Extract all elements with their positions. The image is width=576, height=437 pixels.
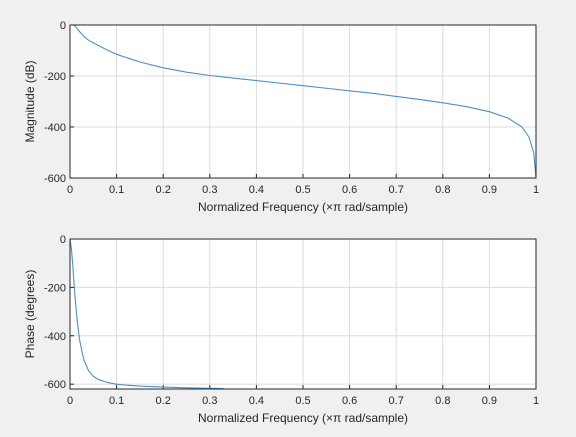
magnitude-x-tick-label: 0.5 <box>295 184 310 196</box>
magnitude-x-tick-label: 0.4 <box>249 184 264 196</box>
phase-x-tick-label: 0.8 <box>435 395 450 407</box>
magnitude-x-tick-label: 0.6 <box>342 184 357 196</box>
magnitude-plot: 0 0.1 0.2 0.3 0.4 0.5 0.6 0.7 0.8 0.9 1 0 -200 -400 -6… <box>23 20 539 214</box>
magnitude-y-tick-label: -200 <box>44 71 66 83</box>
phase-x-tick-label: 0.4 <box>249 395 264 407</box>
magnitude-response-line <box>70 24 537 179</box>
magnitude-x-axis-label: Normalized Frequency (×π rad/sample) <box>198 200 408 214</box>
phase-y-tick-label: -200 <box>44 282 66 294</box>
phase-x-tick-label: 0.6 <box>342 395 357 407</box>
phase-x-axis-label: Normalized Frequency (×π rad/sample) <box>198 411 408 425</box>
magnitude-x-tick-label: 1 <box>533 184 539 196</box>
phase-y-tick-label: -600 <box>44 379 66 391</box>
phase-x-tick-label: 0.7 <box>389 395 404 407</box>
magnitude-y-tick-label: -400 <box>44 122 66 134</box>
phase-x-tick-label: 0.1 <box>109 395 124 407</box>
magnitude-x-tick-label: 0.2 <box>156 184 171 196</box>
magnitude-y-tick-label: 0 <box>60 20 66 32</box>
phase-x-tick-label: 0.9 <box>482 395 497 407</box>
magnitude-y-tick-label: -600 <box>44 173 66 185</box>
phase-y-tick-label: -400 <box>44 331 66 343</box>
phase-x-tick-label: 0.3 <box>202 395 217 407</box>
magnitude-x-tick-label: 0 <box>67 184 73 196</box>
phase-response-line <box>69 238 224 390</box>
magnitude-x-tick-label: 0.1 <box>109 184 124 196</box>
phase-axes-frame <box>69 238 537 390</box>
phase-y-tick-label: 0 <box>60 234 66 246</box>
phase-y-axis-label: Phase (degrees) <box>23 270 37 359</box>
phase-plot: 0 0.1 0.2 0.3 0.4 0.5 0.6 0.7 0.8 0.9 1 0 -200 -400 -6… <box>23 234 539 425</box>
phase-x-tick-label: 1 <box>533 395 539 407</box>
magnitude-x-tick-label: 0.3 <box>202 184 217 196</box>
magnitude-x-tick-label: 0.7 <box>389 184 404 196</box>
phase-x-tick-label: 0.5 <box>295 395 310 407</box>
magnitude-x-tick-label: 0.8 <box>435 184 450 196</box>
phase-x-tick-label: 0.2 <box>156 395 171 407</box>
magnitude-x-tick-label: 0.9 <box>482 184 497 196</box>
magnitude-y-axis-label: Magnitude (dB) <box>23 60 37 142</box>
magnitude-axes-frame <box>69 24 537 179</box>
phase-x-tick-label: 0 <box>67 395 73 407</box>
